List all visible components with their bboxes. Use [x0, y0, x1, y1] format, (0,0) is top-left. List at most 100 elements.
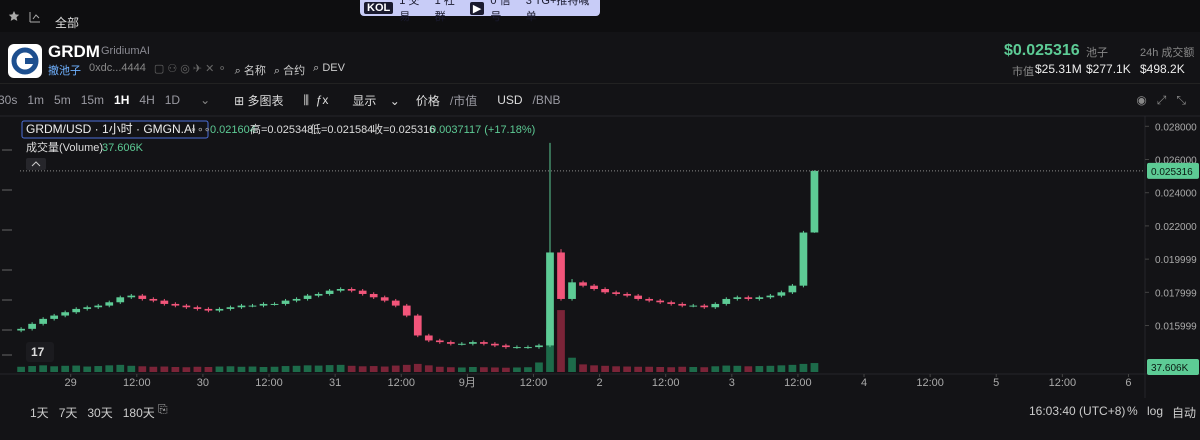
legend-more[interactable]: ∘∘∘: [190, 124, 211, 136]
volume-bar: [457, 367, 466, 372]
candle-body: [259, 303, 268, 306]
kol-badge: KOL: [364, 2, 394, 14]
percent-toggle[interactable]: %: [1127, 404, 1138, 418]
candle-body: [193, 307, 202, 309]
auto-toggle[interactable]: 自动: [1172, 406, 1197, 420]
top-bar: 全部 KOL 1 交易 1 社群 ▶ 0 信号 3 TG+推特喊单: [0, 0, 1200, 32]
interval-button[interactable]: 1D: [164, 93, 181, 107]
x-tick-label: 12:00: [1049, 377, 1077, 389]
candle-body: [171, 303, 180, 306]
volume-bar: [524, 367, 532, 372]
multi-chart[interactable]: ⊞ 多图表: [234, 93, 284, 108]
last-price-tag: [1147, 162, 1199, 179]
collapse-button[interactable]: [26, 158, 46, 170]
legend-ohlc-item: 低=0.021584: [310, 123, 373, 136]
candle-body: [446, 342, 455, 344]
candle-body: [347, 288, 356, 291]
interval-button[interactable]: 15m: [80, 93, 105, 107]
candle-body: [535, 345, 543, 348]
volume-bar: [711, 366, 720, 372]
currency-toggle[interactable]: USD/BNB: [497, 93, 561, 107]
candle-body: [457, 343, 466, 345]
volume-bar: [788, 364, 797, 372]
interval-menu[interactable]: ⌄: [200, 93, 211, 107]
volume-bar: [237, 366, 246, 372]
kol-signals: 0 信号: [490, 0, 511, 23]
candle-body: [28, 323, 36, 329]
candle-body: [391, 300, 400, 306]
goto-date[interactable]: ⎘: [158, 402, 168, 416]
volume-bar: [380, 366, 389, 372]
legend-box[interactable]: [21, 120, 209, 139]
y-tick-label: 0.017999: [1155, 288, 1197, 299]
candle-body: [755, 297, 764, 299]
candle-body: [612, 292, 620, 294]
x-tick-label: 2: [597, 377, 603, 389]
interval-button[interactable]: 30s: [0, 93, 18, 107]
volume-bar: [491, 367, 499, 372]
y-tick-label: 0.026000: [1155, 156, 1197, 167]
candle-body: [579, 282, 587, 286]
candle-body: [700, 305, 709, 308]
token-address[interactable]: 0xdc...4444: [89, 62, 146, 74]
y-tick-label: 0.022000: [1155, 222, 1197, 233]
volume-bar: [248, 366, 257, 372]
toolbar-right-icons[interactable]: ◉ ⤢ ⤡: [1136, 92, 1186, 107]
volume-bar: [39, 365, 47, 372]
volume-bar: [50, 366, 59, 372]
volume-bar: [480, 367, 488, 372]
volume-bar: [369, 366, 378, 372]
pool-status[interactable]: 撤池子: [48, 65, 81, 77]
volume-bar: [656, 367, 665, 372]
price-mcap-toggle[interactable]: 价格/市值: [415, 93, 478, 108]
kol-banner[interactable]: KOL 1 交易 1 社群 ▶ 0 信号 3 TG+推特喊单: [360, 0, 600, 23]
token-meta: 撤池子 0xdc...4444 ▢ ⚇ ◎ ✈ ✕ ⚬ ⌕ 名称 ⌕ 合约 ⌕ …: [48, 62, 345, 78]
candle-body: [424, 335, 433, 341]
interval-button[interactable]: 5m: [54, 93, 71, 107]
candle-body: [524, 347, 532, 349]
mcap-toggle: 市值: [453, 93, 478, 108]
meta-icons: ▢ ⚇ ◎ ✈ ✕ ⚬: [153, 63, 227, 75]
interval-button[interactable]: 4H: [139, 93, 155, 107]
x-tick-label: 3: [729, 377, 735, 389]
search-contract[interactable]: ⌕ 合约: [273, 65, 306, 77]
range-button[interactable]: 1天: [30, 406, 49, 420]
candle-body: [744, 297, 753, 299]
interval-button[interactable]: 1m: [27, 93, 45, 107]
search-dev[interactable]: ⌕ DEV: [313, 62, 345, 74]
candle-body: [678, 303, 687, 306]
volume-bar: [61, 365, 70, 372]
range-button[interactable]: 30天: [87, 406, 113, 420]
volume-bar: [391, 365, 400, 372]
candle-body: [281, 300, 290, 304]
candle-body: [491, 343, 499, 346]
candle-body: [94, 305, 103, 308]
y-tick-label: 0.015999: [1155, 322, 1197, 333]
kol-community: 1 社群: [434, 0, 455, 23]
legend-symbol: GRDM/USD · 1小时 · GMGN.AI: [26, 122, 195, 136]
candle-body: [380, 297, 389, 301]
collapse-icon: [31, 161, 41, 167]
price-toggle: 价格: [415, 93, 440, 108]
chart-footer: 1天 7天 30天 180天 ⎘ 16:03:40 (UTC+8) % log 自动: [0, 398, 1200, 422]
candle-body: [623, 293, 631, 296]
last-volume-tag: [1147, 359, 1199, 376]
candle-body: [72, 308, 81, 313]
indicator-icons[interactable]: ⫼ ƒx: [303, 92, 329, 107]
log-toggle[interactable]: log: [1147, 404, 1164, 418]
search-name[interactable]: ⌕ 名称: [234, 65, 266, 77]
chart: GRDM/USD · 1小时 · GMGN.AI ∘∘∘ 0.021604高=0…: [0, 115, 1200, 398]
display-menu[interactable]: 显示 ⌄: [352, 93, 400, 108]
candle-body: [766, 295, 775, 298]
volume-bar: [347, 365, 356, 372]
candle-body: [788, 285, 797, 293]
candle-body: [689, 305, 698, 307]
interval-button[interactable]: 1H: [114, 93, 130, 107]
x-tick-label: 5: [993, 377, 999, 389]
candle-body: [413, 315, 422, 336]
volume-bar: [623, 366, 631, 372]
filter-dropdown[interactable]: 全部: [55, 16, 80, 30]
range-button[interactable]: 7天: [58, 406, 78, 420]
range-button[interactable]: 180天: [122, 406, 155, 420]
